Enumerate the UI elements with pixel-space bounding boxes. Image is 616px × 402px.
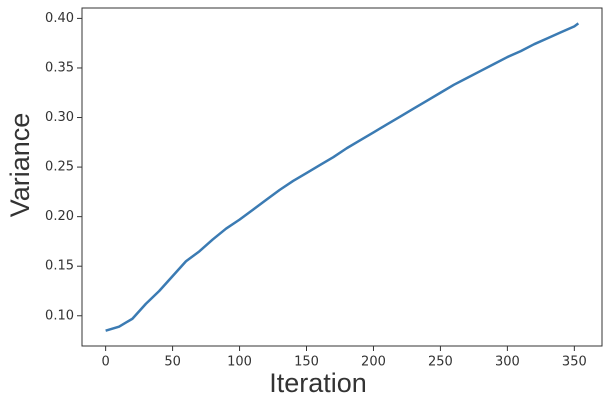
y-tick-label: 0.40	[45, 11, 74, 26]
x-tick-label: 50	[164, 355, 181, 370]
y-tick-label: 0.35	[45, 60, 74, 75]
x-tick-label: 350	[562, 355, 587, 370]
plot-frame	[81, 7, 603, 347]
x-axis-title: Iteration	[269, 368, 367, 398]
x-tick-label: 100	[227, 355, 252, 370]
y-tick-label: 0.25	[45, 160, 74, 175]
y-tick-label: 0.20	[45, 209, 74, 224]
y-tick-label: 0.10	[45, 308, 74, 323]
x-tick-label: 300	[495, 355, 520, 370]
x-tick-label: 250	[428, 355, 453, 370]
data-line	[105, 22, 580, 332]
y-tick-label: 0.30	[45, 110, 74, 125]
x-tick-label: 150	[294, 355, 319, 370]
y-tick-label: 0.15	[45, 259, 74, 274]
y-axis-title: Variance	[5, 113, 35, 218]
x-tick-label: 0	[101, 355, 109, 370]
x-tick-label: 200	[361, 355, 386, 370]
